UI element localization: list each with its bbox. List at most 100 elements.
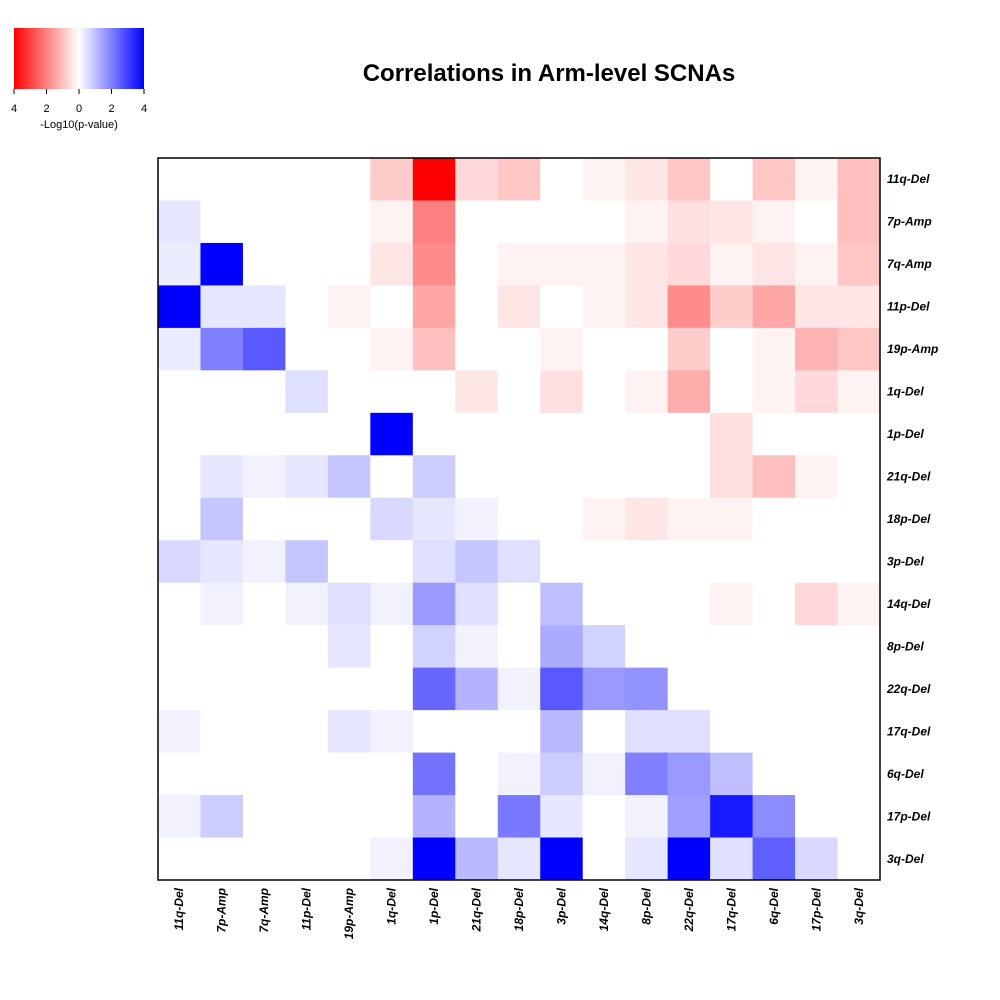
heatmap-cell-11p-Del-3q-Del (837, 285, 881, 329)
heatmap-cell-3p-Del-1q-Del (370, 540, 414, 584)
heatmap-cell-18p-Del-11q-Del (158, 497, 201, 541)
heatmap-cell-7q-Amp-8p-Del (625, 242, 669, 286)
heatmap-cell-1q-Del-7q-Amp (242, 370, 286, 414)
row-label: 7p-Amp (887, 215, 932, 229)
heatmap-cell-14q-Del-1q-Del (370, 582, 414, 626)
heatmap-cell-3q-Del-7q-Amp (242, 837, 286, 881)
heatmap-cell-17q-Del-19p-Amp (327, 710, 371, 754)
heatmap-cell-1p-Del-1p-Del (412, 412, 456, 456)
heatmap-cell-3q-Del-1p-Del (412, 837, 456, 881)
heatmap-cell-18p-Del-17q-Del (710, 497, 754, 541)
heatmap-cell-14q-Del-11q-Del (158, 582, 201, 626)
column-label: 3q-Del (852, 887, 866, 924)
heatmap-cell-7p-Amp-22q-Del (667, 200, 711, 244)
heatmap-cell-11p-Del-17q-Del (710, 285, 754, 329)
heatmap-cell-7q-Amp-11p-Del (285, 242, 329, 286)
column-label: 3p-Del (554, 887, 568, 924)
column-label: 1p-Del (427, 887, 441, 924)
heatmap-cell-8p-Del-14q-Del (582, 625, 626, 669)
heatmap-cell-22q-Del-17p-Del (795, 667, 839, 711)
heatmap-cell-19p-Amp-11q-Del (158, 327, 201, 371)
heatmap-cell-1q-Del-11p-Del (285, 370, 329, 414)
heatmap-cell-6q-Del-17q-Del (710, 752, 754, 796)
heatmap-cell-6q-Del-11p-Del (285, 752, 329, 796)
heatmap-cell-19p-Amp-7p-Amp (200, 327, 244, 371)
heatmap-cell-11q-Del-11q-Del (158, 158, 201, 201)
heatmap-cell-7q-Amp-7q-Amp (242, 242, 286, 286)
column-label: 11p-Del (300, 887, 314, 930)
heatmap-cell-7p-Amp-1p-Del (412, 200, 456, 244)
heatmap-cell-1q-Del-17p-Del (795, 370, 839, 414)
heatmap-cell-19p-Amp-19p-Amp (327, 327, 371, 371)
heatmap-cell-17p-Del-11q-Del (158, 795, 201, 839)
heatmap-cells (158, 158, 881, 881)
heatmap-cell-11q-Del-7q-Amp (242, 158, 286, 201)
heatmap-cell-1q-Del-1q-Del (370, 370, 414, 414)
heatmap-cell-7q-Amp-3q-Del (837, 242, 881, 286)
heatmap-cell-18p-Del-3q-Del (837, 497, 881, 541)
heatmap-cell-7p-Amp-17p-Del (795, 200, 839, 244)
heatmap-cell-1q-Del-21q-Del (455, 370, 499, 414)
heatmap-cell-21q-Del-7q-Amp (242, 455, 286, 499)
heatmap-cell-21q-Del-1q-Del (370, 455, 414, 499)
heatmap-cell-17p-Del-3p-Del (540, 795, 584, 839)
heatmap-cell-14q-Del-3p-Del (540, 582, 584, 626)
heatmap-cell-22q-Del-1q-Del (370, 667, 414, 711)
column-label: 6q-Del (767, 887, 781, 924)
heatmap-cell-3q-Del-19p-Amp (327, 837, 371, 881)
heatmap-cell-8p-Del-1p-Del (412, 625, 456, 669)
heatmap-cell-1q-Del-1p-Del (412, 370, 456, 414)
heatmap-cell-8p-Del-11p-Del (285, 625, 329, 669)
heatmap-cell-7p-Amp-1q-Del (370, 200, 414, 244)
heatmap-cell-1p-Del-17q-Del (710, 412, 754, 456)
heatmap-cell-11q-Del-11p-Del (285, 158, 329, 201)
plot-border (157, 157, 881, 881)
heatmap-cell-19p-Amp-6q-Del (752, 327, 796, 371)
heatmap-cell-11q-Del-8p-Del (625, 158, 669, 201)
column-label: 18p-Del (512, 887, 526, 931)
heatmap-cell-11q-Del-17p-Del (795, 158, 839, 201)
heatmap-cell-11p-Del-7p-Amp (200, 285, 244, 329)
heatmap-cell-6q-Del-7p-Amp (200, 752, 244, 796)
heatmap-cell-1q-Del-8p-Del (625, 370, 669, 414)
heatmap-cell-6q-Del-7q-Amp (242, 752, 286, 796)
row-label: 21q-Del (886, 470, 931, 484)
heatmap-cell-6q-Del-3q-Del (837, 752, 881, 796)
heatmap-cell-21q-Del-22q-Del (667, 455, 711, 499)
heatmap-cell-21q-Del-3q-Del (837, 455, 881, 499)
row-label: 14q-Del (887, 597, 931, 611)
heatmap-cell-1p-Del-6q-Del (752, 412, 796, 456)
heatmap-cell-18p-Del-6q-Del (752, 497, 796, 541)
heatmap-cell-17q-Del-18p-Del (497, 710, 541, 754)
heatmap-cell-17p-Del-6q-Del (752, 795, 796, 839)
heatmap-cell-3p-Del-11p-Del (285, 540, 329, 584)
heatmap-cell-7q-Amp-3p-Del (540, 242, 584, 286)
heatmap-cell-17q-Del-8p-Del (625, 710, 669, 754)
heatmap-cell-1p-Del-22q-Del (667, 412, 711, 456)
heatmap-cell-8p-Del-3p-Del (540, 625, 584, 669)
heatmap-cell-14q-Del-7p-Amp (200, 582, 244, 626)
heatmap-cell-1p-Del-3p-Del (540, 412, 584, 456)
column-label: 7q-Amp (257, 888, 271, 933)
column-label: 19p-Amp (342, 888, 356, 939)
heatmap-cell-14q-Del-3q-Del (837, 582, 881, 626)
heatmap-cell-8p-Del-22q-Del (667, 625, 711, 669)
heatmap-cell-3q-Del-3q-Del (837, 837, 881, 881)
row-label: 17p-Del (887, 809, 931, 823)
heatmap-cell-19p-Amp-7q-Amp (242, 327, 286, 371)
row-label: 22q-Del (886, 682, 931, 696)
heatmap-cell-19p-Amp-21q-Del (455, 327, 499, 371)
color-legend: 4 2 0 2 4 -Log10(p-value) (11, 28, 147, 131)
heatmap-cell-11p-Del-11p-Del (285, 285, 329, 329)
heatmap-cell-11q-Del-14q-Del (582, 158, 626, 201)
column-label: 17p-Del (809, 887, 823, 931)
heatmap-cell-1p-Del-14q-Del (582, 412, 626, 456)
heatmap-cell-17q-Del-17p-Del (795, 710, 839, 754)
heatmap-cell-22q-Del-22q-Del (667, 667, 711, 711)
heatmap-cell-22q-Del-18p-Del (497, 667, 541, 711)
heatmap-cell-18p-Del-19p-Amp (327, 497, 371, 541)
heatmap-cell-21q-Del-21q-Del (455, 455, 499, 499)
heatmap-cell-19p-Amp-11p-Del (285, 327, 329, 371)
heatmap-cell-6q-Del-18p-Del (497, 752, 541, 796)
